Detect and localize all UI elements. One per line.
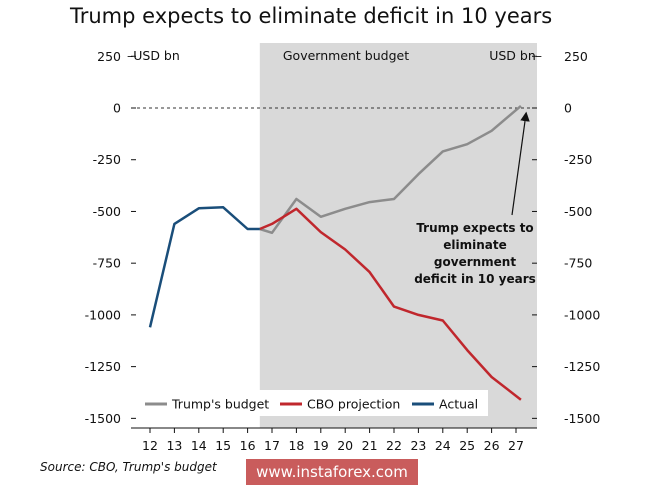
x-tick-label: 20	[337, 438, 353, 453]
annotation-arrow	[511, 111, 530, 216]
x-tick-label: 26	[484, 438, 500, 453]
x-tick-label: 19	[313, 438, 329, 453]
x-tick-label: 17	[264, 438, 280, 453]
x-tick-label: 15	[215, 438, 231, 453]
y-tick-label-right: -1250	[564, 359, 600, 374]
annotation-line: Trump expects to	[416, 221, 533, 235]
legend-label: Trump's budget	[171, 397, 269, 412]
y-tick-label-right: -250	[564, 152, 592, 167]
x-tick-label: 12	[142, 438, 158, 453]
y-tick-label-left: -250	[93, 152, 121, 167]
legend-label: Actual	[439, 397, 478, 412]
x-tick-label: 25	[459, 438, 475, 453]
x-tick-label: 13	[166, 438, 182, 453]
y-tick-label-left: 250	[97, 49, 121, 64]
legend-label: CBO projection	[307, 397, 400, 412]
y-tick-label-left: -1000	[85, 307, 121, 322]
annotation-line: government	[434, 255, 516, 269]
annotation-line: eliminate	[443, 238, 507, 252]
source-note: Source: CBO, Trump's budget	[40, 460, 217, 474]
shaded-region-label: Government budget	[283, 48, 409, 63]
chart-title: Trump expects to eliminate deficit in 10…	[70, 4, 553, 28]
y-tick-label-left: -500	[93, 204, 121, 219]
unit-label-left: –USD bn	[127, 48, 180, 63]
y-tick-label-left: -750	[93, 256, 121, 271]
x-tick-label: 22	[386, 438, 402, 453]
y-tick-label-right: -750	[564, 256, 592, 271]
x-tick-label: 18	[288, 438, 304, 453]
y-tick-label-right: -1500	[564, 411, 600, 426]
x-tick-label: 24	[435, 438, 451, 453]
series-line-actual	[148, 206, 260, 328]
unit-label-right: USD bn–	[489, 48, 542, 63]
y-tick-label-left: -1500	[85, 411, 121, 426]
x-tick-label: 21	[362, 438, 378, 453]
x-tick-label: 14	[191, 438, 207, 453]
x-tick-label: 27	[508, 438, 524, 453]
watermark-link[interactable]: www.instaforex.com	[246, 459, 418, 485]
series-line-cbo-projection	[259, 207, 522, 401]
series-line-trump-s-budget	[259, 104, 522, 235]
y-tick-label-left: -1250	[85, 359, 121, 374]
x-tick-label: 16	[240, 438, 256, 453]
y-tick-label-left: 0	[113, 101, 121, 116]
y-tick-label-right: 250	[564, 49, 588, 64]
x-tick-label: 23	[410, 438, 426, 453]
forecast-shaded-region	[259, 43, 537, 428]
y-tick-label-right: 0	[564, 101, 572, 116]
annotation-line: deficit in 10 years	[414, 272, 536, 286]
y-tick-label-right: -1000	[564, 307, 600, 322]
y-tick-label-right: -500	[564, 204, 592, 219]
